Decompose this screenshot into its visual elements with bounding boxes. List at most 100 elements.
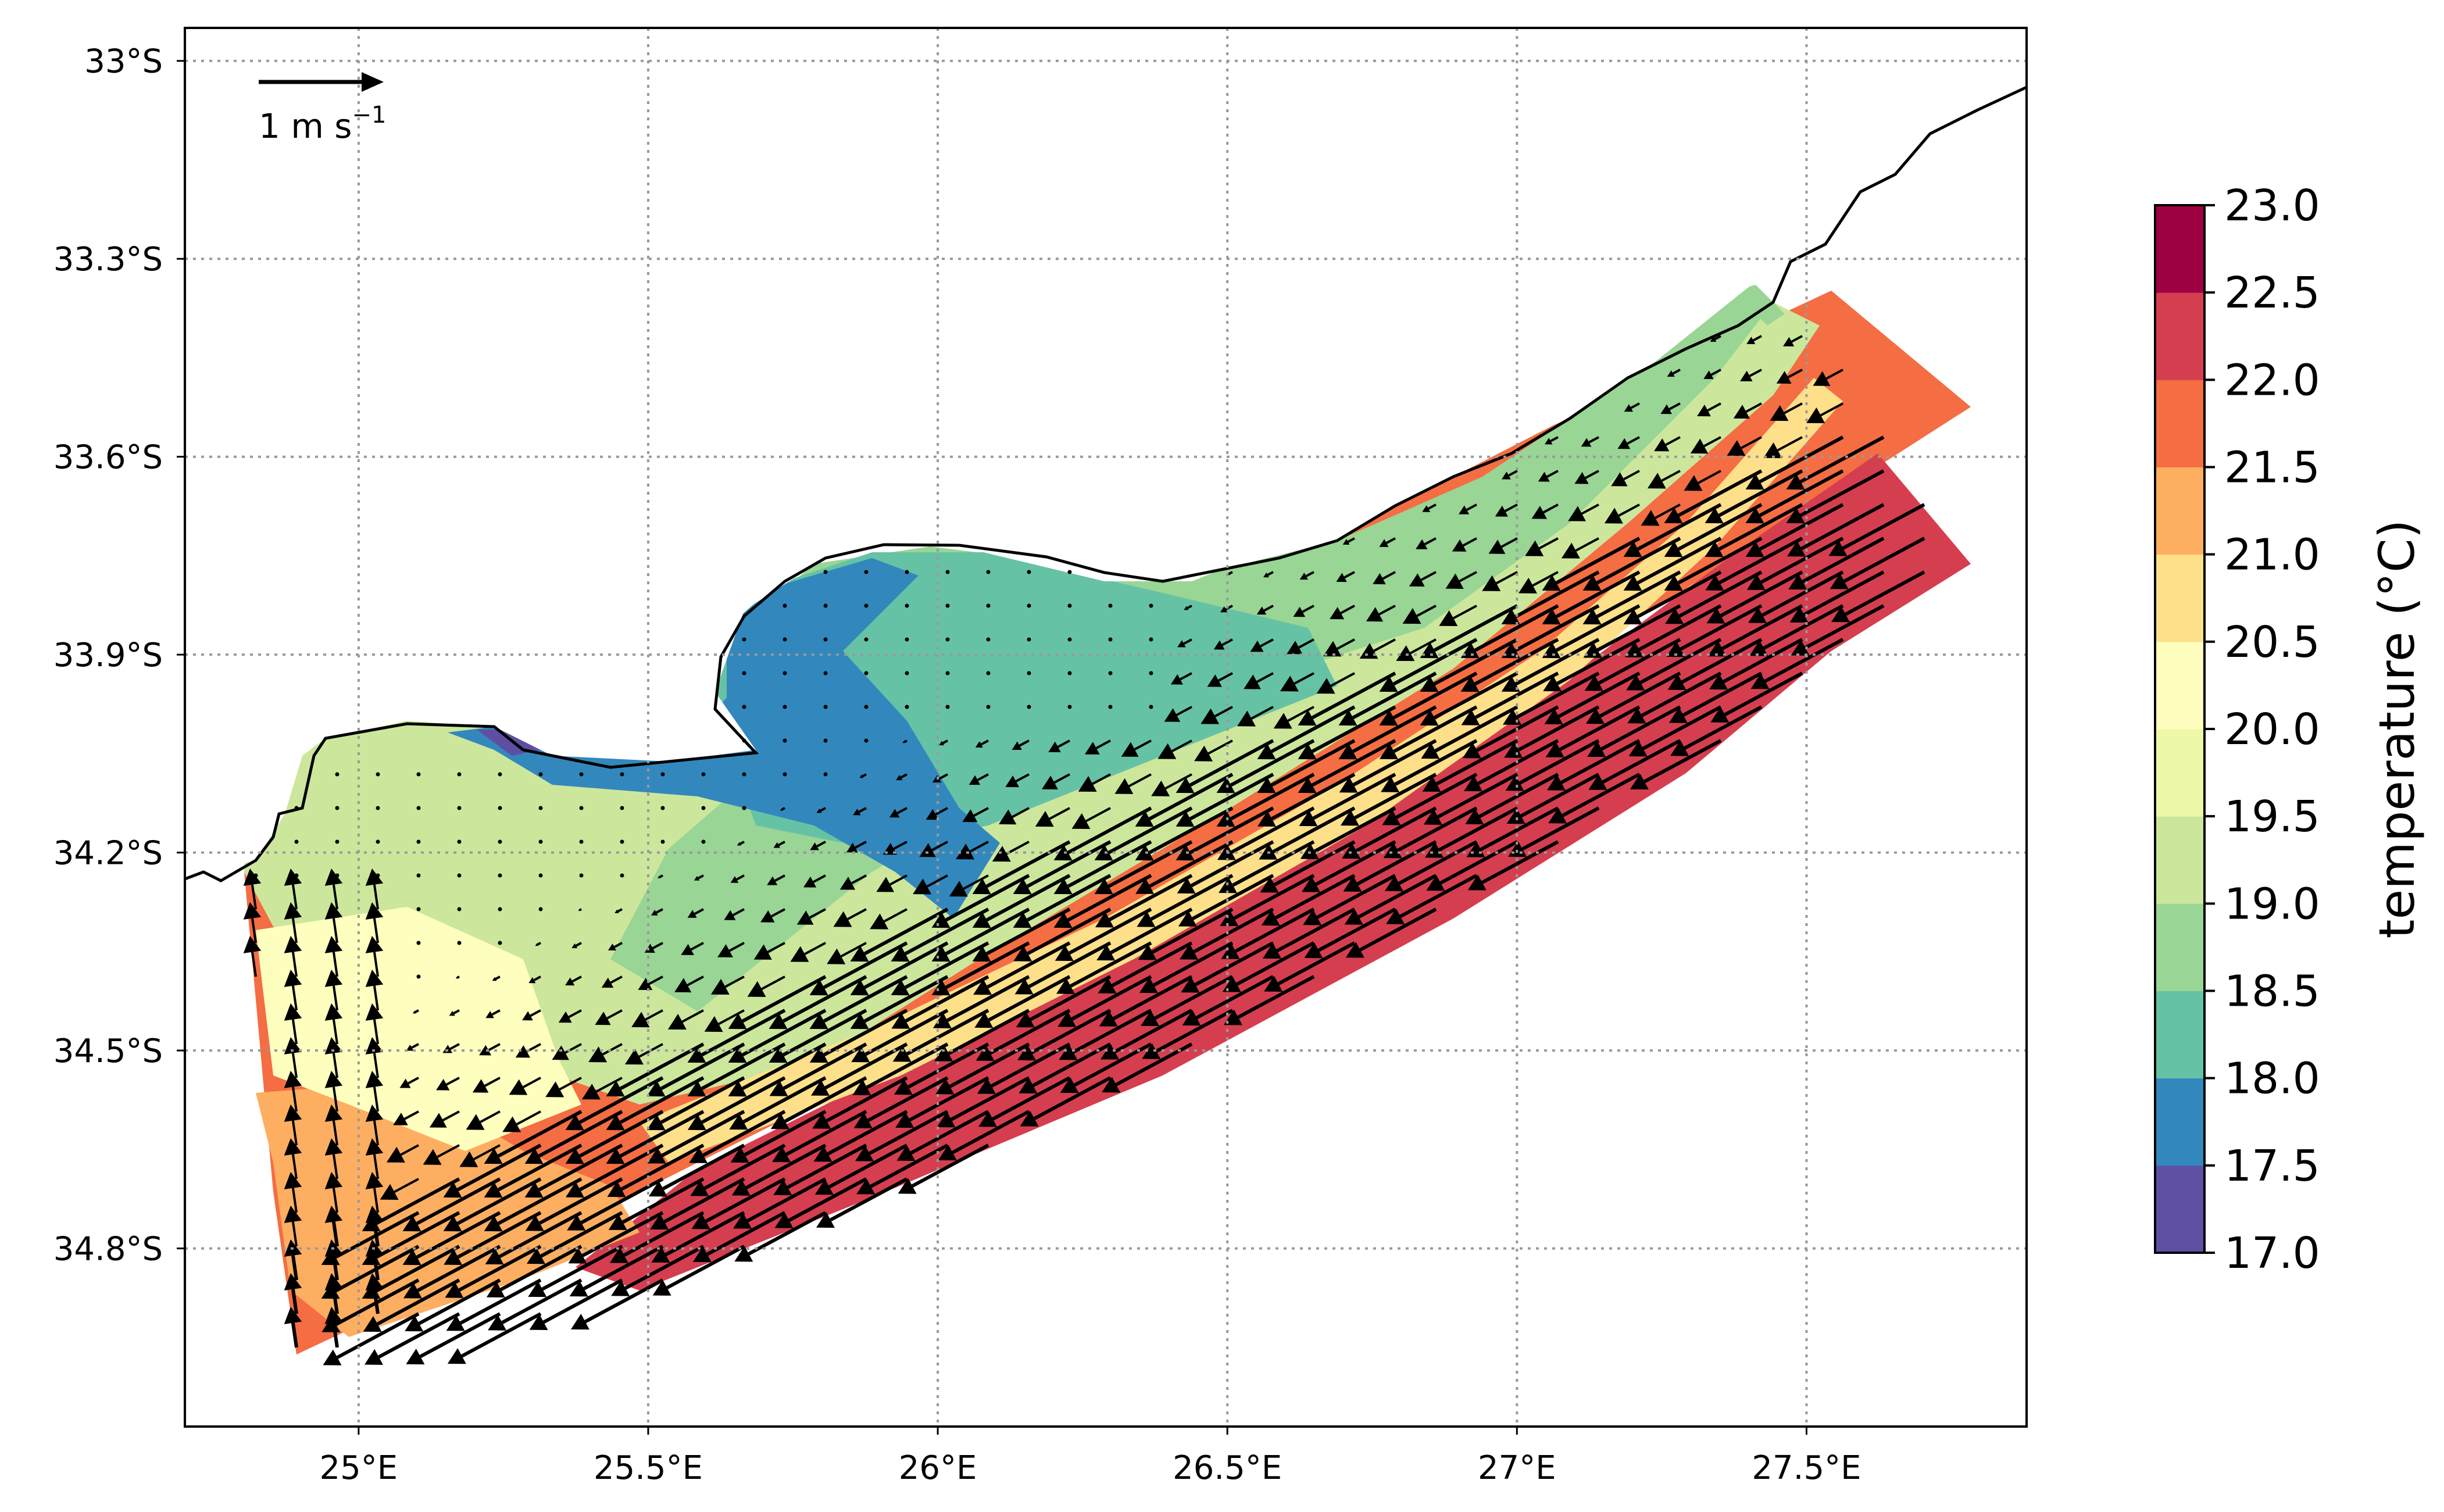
velocity-arrow [952, 1110, 1030, 1154]
velocity-arrow [416, 806, 421, 810]
velocity-arrow [1521, 806, 1600, 851]
velocity-arrow [1067, 874, 1152, 922]
velocity-arrow [1352, 671, 1437, 720]
velocity-arrow-head [704, 1016, 723, 1032]
velocity-arrow [662, 1143, 745, 1191]
velocity-arrow-head [601, 977, 614, 988]
velocity-arrow [1515, 638, 1600, 686]
velocity-arrow [579, 772, 584, 777]
colorbar-tick-label: 19.5 [2224, 792, 2320, 842]
velocity-arrow-head [1684, 475, 1703, 491]
velocity-arrow-head [747, 981, 766, 997]
gridlines [185, 28, 2027, 1427]
velocity-arrow-head [565, 1114, 584, 1131]
velocity-arrow [457, 873, 462, 878]
velocity-arrow-head [1813, 371, 1831, 386]
velocity-arrow [619, 1110, 705, 1158]
velocity-arrow [1637, 503, 1722, 551]
lat-tick-label: 33.9°S [53, 637, 163, 674]
velocity-arrow-head [1664, 541, 1683, 557]
velocity-arrow [291, 1289, 298, 1314]
velocity-arrow-head [1587, 741, 1606, 757]
velocity-arrow [416, 974, 421, 979]
velocity-arrow-head [1460, 676, 1480, 692]
velocity-arrow [945, 603, 950, 608]
velocity-arrow [1761, 570, 1844, 617]
velocity-arrow [864, 671, 869, 675]
velocity-arrow [291, 1154, 298, 1179]
velocity-arrow-head [728, 1081, 747, 1097]
velocity-arrow [1477, 739, 1559, 785]
velocity-arrow-head [606, 1114, 625, 1131]
velocity-arrow [988, 975, 1071, 1022]
velocity-arrow-head [1373, 573, 1386, 585]
velocity-arrow-head [1749, 640, 1768, 656]
velocity-arrow-head [1709, 674, 1728, 690]
velocity-arrow [291, 1019, 298, 1045]
velocity-arrow [294, 806, 299, 810]
velocity-arrow-head [1135, 878, 1155, 894]
velocity-arrow-head [515, 1045, 530, 1058]
velocity-arrow [332, 1053, 338, 1078]
velocity-arrow-head [442, 1045, 453, 1053]
velocity-arrow-head [1667, 370, 1675, 377]
velocity-arrow [1067, 806, 1152, 855]
velocity-arrow [251, 918, 257, 943]
velocity-arrow [1618, 503, 1640, 517]
velocity-arrow [578, 1076, 664, 1124]
velocity-arrow-head [902, 741, 905, 744]
velocity-arrow [1128, 773, 1152, 788]
velocity-arrow-head [1175, 777, 1195, 793]
velocity-arrow-head [810, 842, 819, 850]
velocity-arrow-head [1299, 573, 1308, 580]
velocity-arrow-head [565, 1181, 584, 1198]
velocity-arrow [1518, 739, 1600, 785]
velocity-arrow [620, 873, 624, 878]
velocity-arrow [906, 1009, 989, 1056]
velocity-arrow-head [814, 1179, 834, 1195]
velocity-arrow [809, 908, 826, 919]
velocity-arrow [986, 570, 991, 574]
velocity-arrow [1672, 369, 1681, 375]
velocity-arrow-head [687, 1081, 706, 1097]
velocity-arrow-head [1542, 575, 1561, 591]
velocity-arrow-head [1344, 909, 1363, 925]
velocity-arrow-head [321, 1249, 340, 1266]
velocity-arrow-head [969, 775, 981, 785]
velocity-arrow-head [362, 1283, 381, 1299]
velocity-arrow [1538, 537, 1559, 549]
velocity-arrow [986, 705, 991, 709]
velocity-arrow-head [528, 977, 536, 984]
velocity-arrow [1067, 570, 1072, 574]
velocity-arrow [742, 738, 746, 743]
velocity-arrow [1745, 402, 1762, 413]
velocity-arrow [1575, 537, 1599, 552]
velocity-arrow-head [1501, 675, 1520, 692]
velocity-arrow [1275, 874, 1356, 920]
velocity-arrow [1148, 806, 1234, 855]
velocity-arrow [498, 772, 502, 777]
velocity-arrow-head [1384, 875, 1403, 892]
velocity-arrow-head [1256, 606, 1267, 615]
velocity-arrow-head [1545, 741, 1564, 757]
velocity-arrow [394, 1178, 419, 1193]
velocity-arrow [823, 705, 828, 709]
velocity-arrow [1273, 840, 1356, 887]
velocity-arrow [1559, 705, 1641, 751]
velocity-arrow [373, 952, 379, 977]
colorbar-tick-label: 18.0 [2224, 1054, 2320, 1104]
velocity-arrow [1514, 570, 1600, 619]
velocity-arrow-head [1141, 1010, 1160, 1027]
velocity-arrow [497, 1177, 583, 1225]
velocity-arrow [373, 1120, 379, 1146]
velocity-arrow [418, 1278, 501, 1325]
velocity-arrow [1189, 739, 1274, 787]
velocity-arrow-head [1420, 676, 1439, 692]
velocity-arrow [1218, 672, 1233, 682]
velocity-arrow [782, 1009, 867, 1057]
velocity-arrow-head [1697, 404, 1711, 417]
velocity-arrow-head [690, 1180, 709, 1196]
velocity-arrow-head [1170, 674, 1183, 685]
velocity-arrow-head [365, 1037, 384, 1055]
velocity-arrow-head [1017, 1045, 1036, 1061]
